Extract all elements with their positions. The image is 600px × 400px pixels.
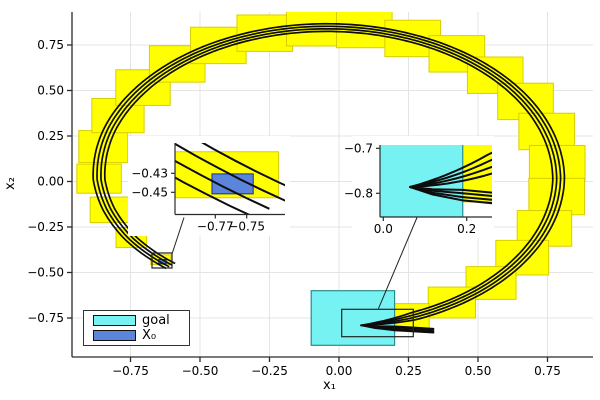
trajectory-bundle [92, 22, 566, 334]
inset-x-tick-label: 0.0 [374, 222, 393, 236]
trajectory-bundle [409, 151, 492, 205]
main-axes: −0.75 −0.50 −0.25 0.00 0.25 0.50 0.75 0.75 0.50 0… [27, 12, 593, 378]
trajectory-line [103, 30, 554, 327]
initial-set [94, 14, 106, 25]
y-axis-tick-label: −0.75 [27, 311, 64, 325]
x-axis-tick-label: −0.75 [112, 364, 149, 378]
inset-y-tick-label: −0.43 [131, 166, 168, 180]
reach-set-box [81, 2, 112, 27]
inset-connector [171, 217, 185, 255]
x-axis-tick-label: −0.25 [251, 364, 288, 378]
x-axis-title: x₁ [323, 378, 336, 393]
trajectory-line [96, 25, 562, 327]
legend-swatch-x0 [93, 330, 136, 341]
trajectory-line [92, 22, 566, 327]
trajectory-line [100, 27, 558, 327]
reach-set-box [89, 196, 130, 224]
trajectory-tail-line [409, 186, 492, 201]
legend-label-goal: goal [142, 313, 170, 328]
initial-set [211, 173, 254, 195]
x-axis-tick-label: 0.25 [395, 364, 422, 378]
legend-item-x0: X₀ [93, 329, 189, 342]
y-axis-title: x₂ [2, 177, 18, 190]
reach-set-box [574, 33, 600, 119]
inset-y-tick-label: −0.45 [131, 185, 168, 199]
zoom-indicator-rect [151, 252, 173, 269]
x-axis-tick-label: 0.00 [326, 364, 353, 378]
legend-item-goal: goal [93, 314, 189, 327]
x-axis-tick-label: 0.75 [534, 364, 561, 378]
y-axis-tick-label: 0.00 [37, 174, 64, 188]
reach-set-box [335, 12, 393, 49]
inset-2-content [81, 2, 600, 217]
legend-swatch-goal [93, 315, 136, 326]
x-axis-tick-label: 0.50 [465, 364, 492, 378]
y-axis-tick-label: −0.50 [27, 265, 64, 279]
inset-connector [378, 217, 418, 309]
trajectory-tail-line [409, 186, 492, 197]
inset-y-tick-label: −0.7 [344, 141, 373, 155]
inset-x-tick-label: −0.77 [197, 220, 234, 234]
legend-label-x0: X₀ [142, 328, 157, 343]
inset-x-tick-label: −0.75 [228, 220, 265, 234]
trajectory-tail-line [409, 186, 492, 194]
y-axis-tick-label: 0.25 [37, 129, 64, 143]
trajectory-tail-line [409, 186, 492, 205]
y-axis-tick-label: 0.75 [37, 38, 64, 52]
inset-y-tick-label: −0.8 [344, 186, 373, 200]
inset-x-tick-label: 0.2 [457, 222, 476, 236]
y-axis-tick-label: 0.50 [37, 83, 64, 97]
legend: goal X₀ [83, 310, 190, 346]
y-axis-tick-label: −0.25 [27, 220, 64, 234]
zoom-indicator-rect [341, 308, 414, 338]
inset-2-axes: 0.0 0.2 −0.7 −0.8 [344, 141, 492, 236]
inset-1-axes: −0.77−0.75 −0.43 −0.45 [131, 143, 285, 234]
x-axis-tick-label: −0.50 [182, 364, 219, 378]
trajectory-tail-line [360, 324, 435, 330]
